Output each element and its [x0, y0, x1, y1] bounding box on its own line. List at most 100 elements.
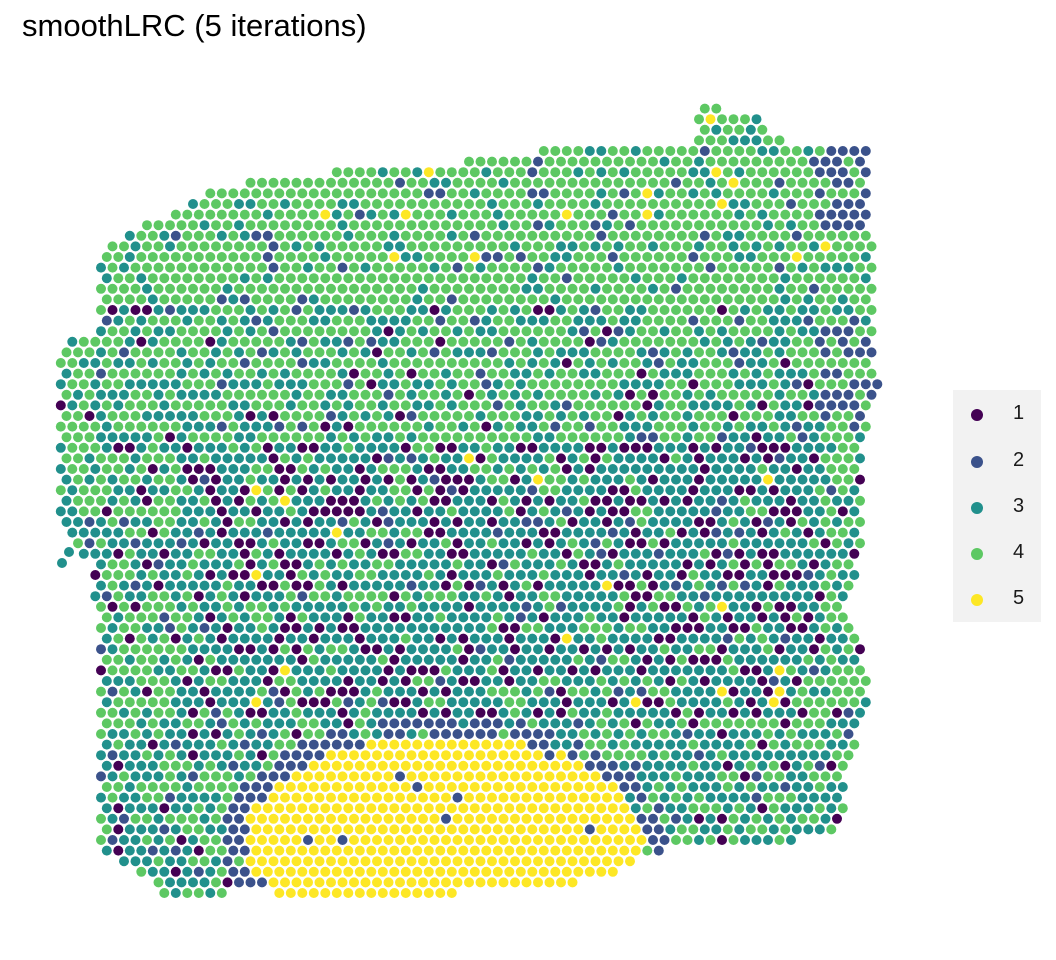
spot-cluster-4 [297, 188, 308, 199]
spot-cluster-3 [389, 633, 400, 644]
spot-cluster-2 [291, 305, 302, 315]
spot-cluster-4 [527, 548, 538, 559]
spot-cluster-3 [343, 464, 354, 474]
spot-cluster-3 [711, 739, 722, 750]
spot-cluster-4 [855, 326, 865, 337]
spot-cluster-4 [826, 273, 837, 284]
spot-cluster-3 [786, 686, 796, 697]
spot-cluster-4 [308, 273, 319, 284]
spot-cluster-4 [331, 252, 342, 262]
spot-cluster-4 [234, 559, 244, 570]
spot-cluster-3 [757, 209, 768, 220]
spot-cluster-4 [751, 559, 762, 570]
spot-cluster-3 [216, 654, 227, 665]
spot-cluster-3 [504, 570, 515, 580]
spot-cluster-2 [837, 146, 848, 156]
spot-cluster-5 [441, 750, 451, 761]
spot-cluster-2 [326, 729, 336, 739]
spot-cluster-4 [389, 485, 400, 496]
spot-cluster-3 [849, 506, 860, 517]
spot-cluster-4 [119, 453, 129, 464]
spot-cluster-1 [320, 506, 331, 517]
spot-cluster-4 [602, 305, 612, 315]
spot-cluster-4 [584, 209, 595, 220]
spot-cluster-4 [636, 241, 647, 252]
spot-cluster-5 [257, 813, 267, 824]
spot-cluster-3 [308, 294, 319, 305]
spot-cluster-4 [423, 358, 434, 368]
spot-cluster-4 [763, 241, 773, 252]
spot-cluster-3 [239, 315, 250, 326]
spot-cluster-1 [625, 580, 635, 591]
spot-cluster-3 [268, 729, 279, 739]
spot-cluster-3 [262, 570, 273, 580]
spot-cluster-3 [360, 262, 371, 273]
spot-cluster-3 [228, 400, 239, 411]
spot-cluster-4 [561, 379, 572, 390]
spot-cluster-3 [734, 824, 745, 835]
spot-cluster-4 [412, 273, 423, 284]
spot-cluster-4 [596, 294, 607, 305]
spot-cluster-4 [412, 358, 423, 368]
spot-cluster-4 [688, 739, 699, 750]
spot-cluster-4 [308, 654, 319, 665]
spot-cluster-4 [360, 177, 371, 188]
spot-cluster-1 [780, 570, 791, 580]
spot-cluster-4 [257, 326, 267, 337]
spot-cluster-4 [688, 336, 699, 347]
spot-cluster-2 [590, 750, 601, 761]
spot-cluster-4 [763, 389, 773, 400]
spot-cluster-4 [193, 315, 204, 326]
spot-cluster-4 [630, 188, 641, 199]
spot-cluster-4 [308, 188, 319, 199]
spot-cluster-1 [372, 644, 382, 655]
spot-cluster-3 [159, 442, 170, 453]
spot-cluster-3 [567, 453, 578, 464]
spot-cluster-2 [573, 739, 584, 750]
spot-cluster-5 [262, 803, 273, 814]
spot-cluster-1 [797, 623, 808, 633]
spot-cluster-3 [475, 262, 486, 273]
spot-cluster-5 [308, 866, 319, 877]
spot-cluster-1 [222, 877, 233, 888]
spot-cluster-3 [791, 760, 802, 771]
spot-cluster-3 [205, 803, 216, 814]
spot-cluster-3 [763, 750, 773, 761]
spot-cluster-1 [377, 548, 388, 559]
spot-cluster-4 [142, 835, 152, 845]
spot-cluster-1 [642, 697, 653, 708]
spot-cluster-2 [768, 676, 779, 686]
legend-item-2: 2 [953, 447, 1041, 477]
spot-cluster-4 [343, 358, 354, 368]
spot-cluster-3 [705, 792, 716, 803]
spot-cluster-3 [642, 421, 653, 432]
spot-cluster-3 [446, 676, 457, 686]
spot-cluster-4 [722, 124, 733, 135]
spot-cluster-4 [550, 464, 561, 474]
spot-cluster-3 [458, 506, 469, 517]
spot-cluster-4 [423, 570, 434, 580]
spot-cluster-3 [688, 527, 699, 538]
spot-cluster-3 [245, 199, 256, 209]
spot-cluster-3 [274, 718, 285, 729]
spot-cluster-3 [90, 400, 101, 411]
spot-cluster-3 [659, 665, 670, 676]
spot-cluster-4 [630, 336, 641, 347]
spot-cluster-3 [228, 485, 239, 496]
spot-cluster-4 [550, 315, 561, 326]
spot-cluster-4 [481, 442, 492, 453]
spot-cluster-4 [475, 156, 486, 167]
spot-cluster-3 [239, 442, 250, 453]
spot-cluster-1 [671, 707, 681, 718]
spot-cluster-5 [521, 877, 532, 888]
spot-cluster-2 [337, 517, 348, 527]
spot-cluster-4 [441, 262, 451, 273]
spot-cluster-3 [791, 591, 802, 602]
spot-cluster-3 [90, 379, 101, 390]
spot-cluster-3 [291, 517, 302, 527]
spot-cluster-4 [349, 347, 359, 358]
spot-cluster-4 [170, 506, 181, 517]
spot-cluster-2 [814, 336, 825, 347]
spot-cluster-1 [544, 305, 555, 315]
spot-cluster-4 [245, 517, 256, 527]
